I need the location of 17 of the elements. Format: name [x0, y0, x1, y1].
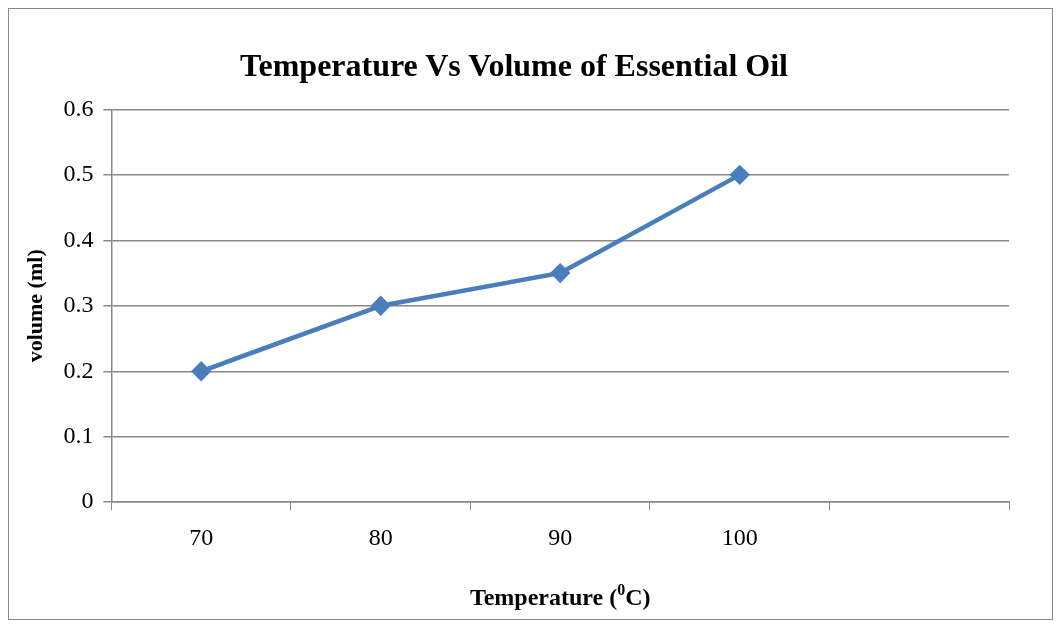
x-tick-label: 90	[548, 523, 573, 550]
point	[371, 296, 390, 316]
y-tick-label: 0.4	[63, 225, 94, 252]
x-tick-label: 100	[721, 523, 758, 550]
y-tick-label: 0.5	[63, 160, 94, 187]
point	[191, 362, 211, 381]
y-tick-label: 0.2	[63, 356, 94, 383]
point	[730, 165, 749, 185]
y-tick-label: 0.3	[63, 291, 94, 318]
y-tick-label: 0	[81, 487, 94, 514]
point	[550, 263, 570, 283]
y-tick-label: 0.6	[63, 94, 94, 121]
x-tick-label: 80	[368, 523, 393, 550]
y-axis-title: volume (ml)	[21, 249, 47, 363]
y-tick-label: 0.1	[63, 422, 94, 449]
chart-title: Temperature Vs Volume of Essential Oil	[240, 47, 789, 84]
x-tick-label: 70	[189, 523, 214, 550]
